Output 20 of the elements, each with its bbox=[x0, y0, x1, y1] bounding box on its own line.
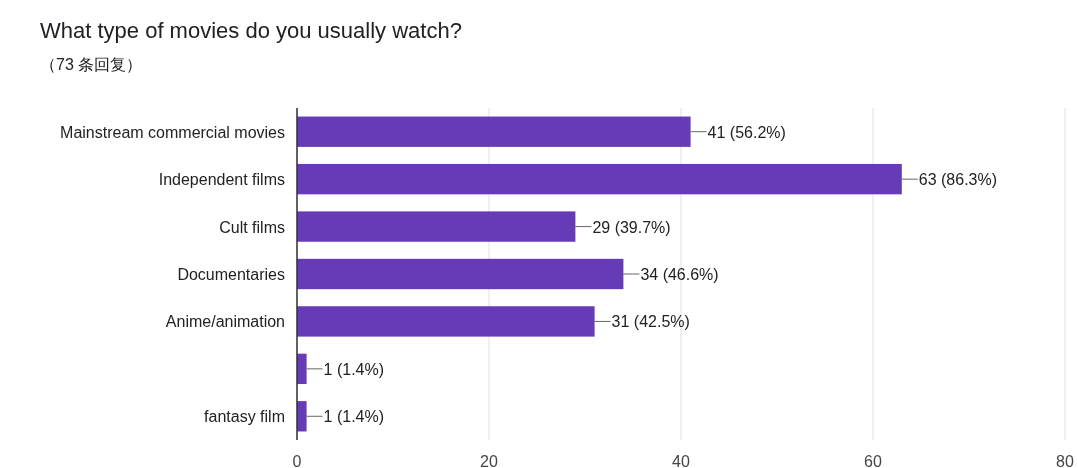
ytick: fantasy film bbox=[204, 408, 285, 426]
data-label: 31 (42.5%) bbox=[611, 313, 690, 331]
data-label: 29 (39.7%) bbox=[592, 218, 671, 236]
ytick: Cult films bbox=[219, 218, 285, 236]
data-label: 1 (1.4%) bbox=[323, 360, 385, 378]
data-label: 1 (1.4%) bbox=[323, 408, 385, 426]
ytick: Mainstream commercial movies bbox=[60, 123, 285, 141]
data-label: 63 (86.3%) bbox=[918, 171, 998, 189]
subtitle: （73 条回复） bbox=[40, 56, 143, 73]
xtick: 80 bbox=[1056, 453, 1074, 468]
xtick: 0 bbox=[292, 453, 302, 468]
data-label: 34 (46.6%) bbox=[640, 266, 719, 283]
xtick: 20 bbox=[480, 453, 498, 468]
ytick: Documentaries bbox=[177, 266, 285, 283]
ytick: Independent films bbox=[158, 171, 285, 189]
ytick: Anime/animation bbox=[165, 313, 285, 331]
xtick: 40 bbox=[672, 453, 690, 468]
data-label: 41 (56.2%) bbox=[707, 123, 786, 141]
title: What type of movies do you usually watch? bbox=[40, 18, 462, 43]
xtick: 60 bbox=[864, 453, 882, 468]
